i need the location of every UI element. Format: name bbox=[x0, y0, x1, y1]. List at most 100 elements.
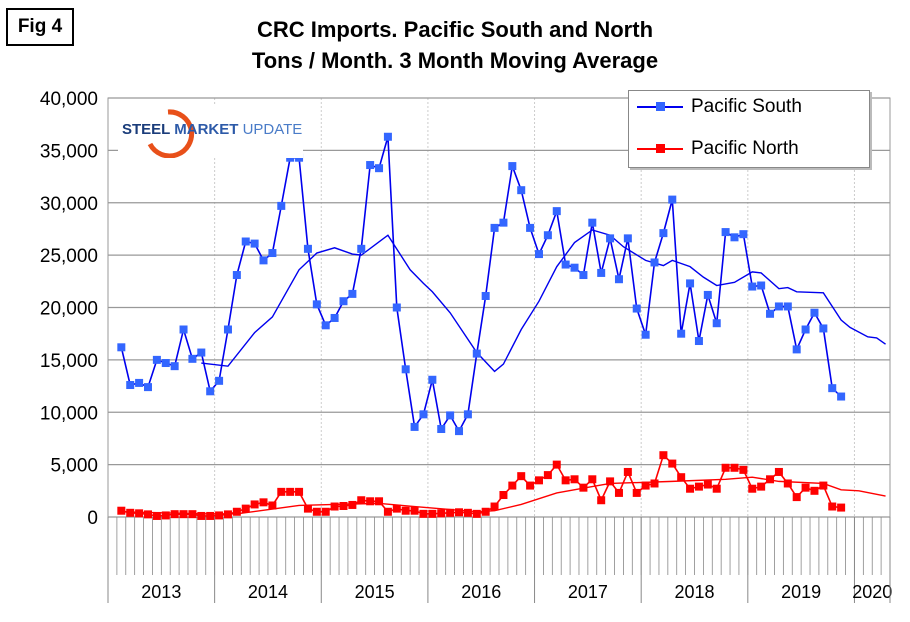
pacific-south-point bbox=[517, 186, 526, 195]
pacific-north-point bbox=[659, 451, 668, 460]
pacific-north-point bbox=[312, 507, 321, 516]
pacific-south-point bbox=[543, 231, 552, 240]
pacific-south-point bbox=[126, 381, 135, 390]
pacific-south-point bbox=[117, 343, 126, 352]
pacific-north-point bbox=[552, 460, 561, 469]
pacific-north-point bbox=[455, 508, 464, 517]
pacific-south-point bbox=[694, 337, 703, 346]
pacific-south-point bbox=[641, 330, 650, 339]
pacific-north-point bbox=[712, 484, 721, 493]
chart-title-line-1: CRC Imports. Pacific South and North bbox=[256, 17, 654, 42]
y-tick-label: 10,000 bbox=[40, 403, 98, 424]
pacific-south-line bbox=[120, 136, 842, 433]
pacific-south-point bbox=[730, 233, 739, 242]
pacific-south-point bbox=[455, 427, 464, 436]
pacific-north-point bbox=[534, 476, 543, 485]
pacific-south-point bbox=[668, 195, 677, 204]
figure-label: Fig 4 bbox=[6, 8, 74, 46]
pacific-south-point bbox=[499, 218, 508, 227]
pacific-north-point bbox=[472, 509, 481, 518]
pacific-north-point bbox=[268, 501, 277, 510]
pacific-south-point bbox=[819, 324, 828, 333]
pacific-south-point bbox=[810, 308, 819, 317]
pacific-north-point bbox=[668, 459, 677, 468]
pacific-north-point bbox=[614, 488, 623, 497]
pacific-south-point bbox=[570, 263, 579, 272]
pacific-north-point bbox=[837, 503, 846, 512]
pacific-north-point bbox=[303, 504, 312, 513]
pacific-south-point bbox=[606, 234, 615, 243]
pacific-north-point bbox=[357, 496, 366, 505]
y-tick-label: 30,000 bbox=[40, 194, 98, 215]
pacific-south-point bbox=[650, 258, 659, 267]
pacific-north-point bbox=[694, 482, 703, 491]
pacific-north-point bbox=[783, 479, 792, 488]
square-marker-icon bbox=[637, 102, 683, 111]
pacific-south-point bbox=[437, 425, 446, 434]
pacific-north-point bbox=[241, 504, 250, 513]
pacific-north-point bbox=[277, 487, 286, 496]
pacific-south-point bbox=[152, 355, 161, 364]
pacific-south-point bbox=[179, 325, 188, 334]
y-tick-label: 5,000 bbox=[50, 456, 98, 477]
pacific-south-point bbox=[143, 383, 152, 392]
pacific-south-point bbox=[312, 300, 321, 309]
pacific-south-point bbox=[508, 162, 517, 171]
y-tick-label: 35,000 bbox=[40, 141, 98, 162]
legend-item-pacific-south: Pacific South bbox=[629, 92, 802, 122]
pacific-south-point bbox=[490, 223, 499, 232]
pacific-north-point bbox=[730, 463, 739, 472]
pacific-north-point bbox=[810, 486, 819, 495]
pacific-north-point bbox=[286, 487, 295, 496]
pacific-south-point bbox=[348, 289, 357, 298]
pacific-south-point bbox=[659, 229, 668, 238]
pacific-north-point bbox=[179, 510, 188, 519]
pacific-north-point bbox=[526, 481, 535, 490]
pacific-north-point bbox=[606, 477, 615, 486]
pacific-south-point bbox=[588, 218, 597, 227]
pacific-south-point bbox=[215, 376, 224, 385]
pacific-north-point bbox=[126, 508, 135, 517]
pacific-north-point bbox=[641, 481, 650, 490]
legend: Pacific South Pacific North bbox=[628, 90, 870, 168]
pacific-north-point bbox=[703, 480, 712, 489]
pacific-south-point bbox=[801, 325, 810, 334]
x-year-label: 2019 bbox=[781, 582, 821, 602]
pacific-north-point bbox=[801, 483, 810, 492]
pacific-north-point bbox=[792, 493, 801, 502]
pacific-north-point bbox=[375, 497, 384, 506]
pacific-north-point bbox=[517, 472, 526, 481]
pacific-north-point bbox=[766, 475, 775, 484]
pacific-north-point bbox=[446, 508, 455, 517]
pacific-south-point bbox=[161, 359, 170, 368]
pacific-north-point bbox=[686, 484, 695, 493]
chart-title-line-2: Tons / Month. 3 Month Moving Average bbox=[251, 48, 659, 73]
pacific-north-point bbox=[223, 510, 232, 519]
pacific-south-moving-average-line bbox=[201, 229, 886, 373]
pacific-south-point bbox=[188, 354, 197, 363]
pacific-north-point bbox=[588, 475, 597, 484]
pacific-north-line bbox=[121, 453, 842, 517]
pacific-south-point bbox=[748, 282, 757, 291]
pacific-south-point bbox=[597, 268, 606, 277]
pacific-north-point bbox=[401, 506, 410, 515]
pacific-north-point bbox=[481, 507, 490, 516]
pacific-south-point bbox=[472, 349, 481, 358]
pacific-south-point bbox=[561, 260, 570, 269]
pacific-south-point bbox=[463, 410, 472, 419]
pacific-north-point bbox=[206, 511, 215, 520]
pacific-south-point bbox=[757, 281, 766, 290]
pacific-south-point bbox=[170, 362, 179, 371]
pacific-south-point bbox=[419, 410, 428, 419]
pacific-south-point bbox=[339, 297, 348, 306]
pacific-south-point bbox=[392, 303, 401, 312]
pacific-north-point bbox=[499, 491, 508, 500]
pacific-north-point bbox=[561, 476, 570, 485]
pacific-south-point bbox=[401, 365, 410, 374]
pacific-north-point bbox=[170, 510, 179, 519]
pacific-south-point bbox=[383, 132, 392, 141]
pacific-south-point bbox=[259, 256, 268, 265]
pacific-south-point bbox=[135, 378, 144, 387]
pacific-north-point bbox=[508, 481, 517, 490]
pacific-south-point bbox=[428, 375, 437, 384]
